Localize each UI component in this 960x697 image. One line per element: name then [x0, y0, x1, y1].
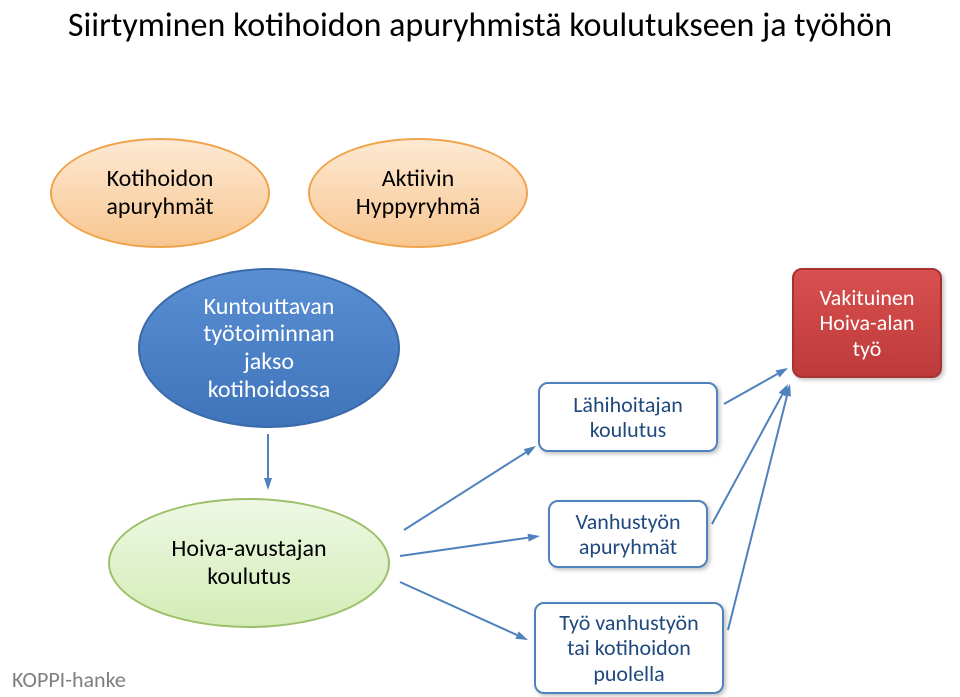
- node-vakituinen: Vakituinen Hoiva-alan työ: [792, 268, 942, 378]
- node-vanhustyon-apuryhmat: Vanhustyön apuryhmät: [548, 500, 708, 568]
- node-kuntouttavan: Kuntouttavan työtoiminnan jakso kotihoid…: [138, 268, 400, 428]
- node-aktiivin-hyppyryhma: Aktiivin Hyppyryhmä: [308, 138, 528, 248]
- node-hoiva-avustajan: Hoiva-avustajan koulutus: [108, 498, 390, 628]
- node-lahihoitajan: Lähihoitajan koulutus: [538, 382, 718, 452]
- page-title: Siirtyminen kotihoidon apuryhmistä koulu…: [0, 6, 960, 46]
- node-tyo-vanhustyon: Työ vanhustyön tai kotihoidon puolella: [534, 602, 724, 694]
- node-kotihoidon-apuryhmat: Kotihoidon apuryhmät: [50, 138, 270, 248]
- footer-label: KOPPI-hanke: [12, 666, 126, 693]
